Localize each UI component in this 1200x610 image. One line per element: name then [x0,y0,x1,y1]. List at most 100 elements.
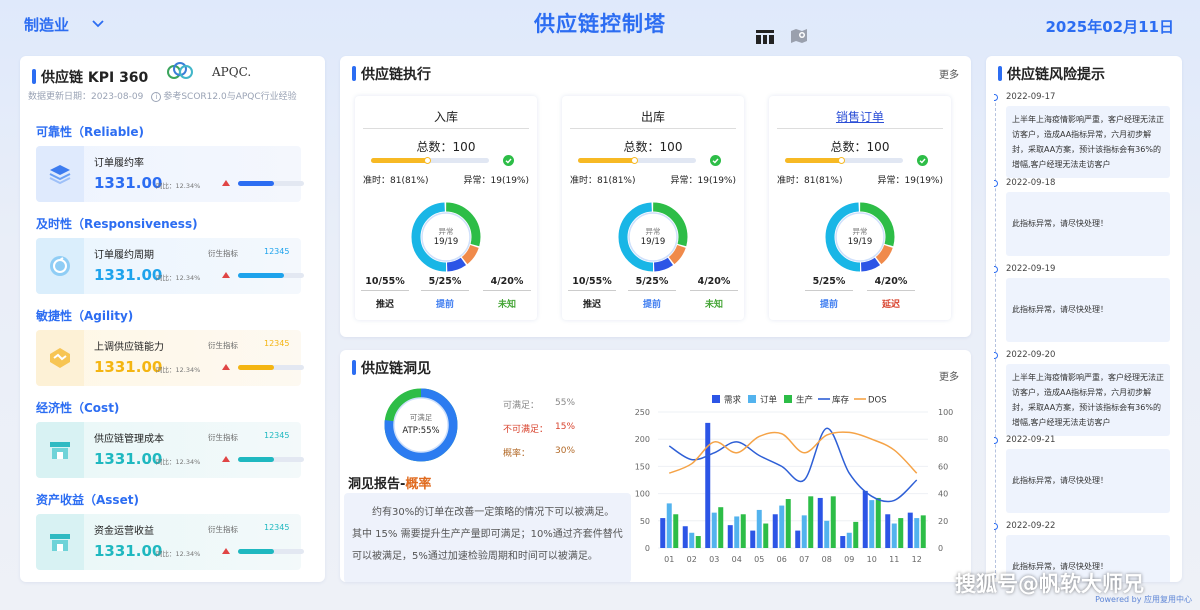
stat-value: 4/20% [697,276,731,287]
risk-message[interactable]: 此指标异常，请尽快处理！ [1006,278,1170,342]
atp-row-value: 15% [555,422,576,432]
kpi-progress-fill [238,457,275,462]
bar-需求 [840,536,846,548]
x-tick: 08 [822,555,832,564]
bar-生产 [673,514,679,548]
bar-需求 [682,526,688,548]
donut-hole [835,212,885,262]
insight-more-link[interactable]: 更多 [939,372,959,383]
current-date: 2025年02月11日 [1045,18,1175,36]
bar-需求 [772,514,778,548]
execution-card[interactable]: 出库 总数：100 准时：81(81%) 异常：19(19%) 异常 19/19 10/55… [562,96,744,320]
timeline-dot [994,352,998,359]
bar-订单 [779,505,785,548]
execution-stat[interactable]: 4/20% 未知 [477,276,537,310]
kpi-derived-value: 12345 [264,523,290,532]
execution-stat[interactable]: 10/55% 推迟 [355,276,415,310]
donut-center-value: 19/19 [848,237,873,247]
legend-label: 需求 [724,395,742,406]
bar-订单 [824,520,830,548]
page-title: 供应链控制塔 [534,12,666,36]
execution-stat[interactable]: 4/20% 未知 [684,276,744,310]
kpi-category-label: 资产收益（Asset) [36,493,139,507]
risk-timeline: 2022-09-17 上半年上海疫情影响严重，客户经理无法正访客户，造成AA指标异… [994,92,1172,582]
execution-more-link[interactable]: 更多 [939,70,959,81]
execution-stat[interactable]: 5/25% 提前 [622,276,682,310]
execution-stat[interactable]: 5/25% 提前 [799,276,859,310]
kpi-card[interactable]: 资金运营收益 1331.00 衍生指标 12345 同比：12.34% [36,514,304,570]
kpi-category-label: 可靠性（Reliable) [36,125,145,139]
execution-stats: 10/55% 推迟 5/25% 提前 4/20% 未知 [355,276,537,312]
risk-date: 2022-09-20 [1006,350,1056,360]
industry-selector[interactable]: 制造业 [24,14,104,35]
kpi-card[interactable]: 供应链管理成本 1331.00 衍生指标 12345 同比：12.34% [36,422,304,478]
x-tick: 11 [889,555,899,564]
ontime-count: 准时：81(81%) [570,176,636,186]
map-view-icon[interactable] [790,28,808,44]
store-icon [50,534,70,551]
bar-订单 [891,523,897,548]
donut-segment [618,202,688,272]
trend-up-icon [222,180,230,186]
risk-message[interactable]: 此指标异常，请尽快处理！ [1006,192,1170,256]
risk-message[interactable]: 此指标异常，请尽快处理！ [1006,449,1170,513]
risk-message[interactable]: 上半年上海疫情影响严重，客户经理无法正访客户，造成AA指标异常，六月初步解封，采… [1006,106,1170,178]
kpi-yoy: 同比：12.34% [156,274,201,282]
kpi-card[interactable]: 订单履约周期 1331.00 衍生指标 12345 同比：12.34% [36,238,304,294]
abnormal-count: 异常：19(19%) [670,176,736,186]
atp-donut-chart: 可满足 ATP:55% [384,388,458,462]
execution-card[interactable]: 销售订单 总数：100 准时：81(81%) 异常：19(19%) 异常 19/19 5/2… [769,96,951,320]
execution-stat[interactable]: 4/20% 延迟 [861,276,921,310]
kpi-panel: 供应链 KPI 360 APQC. 数据更新日期：2023-08-09 i 参考SC… [20,56,325,582]
atp-row-label: 可满足： [503,401,540,411]
risk-message[interactable]: 上半年上海疫情影响严重，客户经理无法正访客户，造成AA指标异常，六月初步解封，采… [1006,364,1170,436]
stat-label: 未知 [704,300,723,310]
execution-card[interactable]: 入库 总数：100 准时：81(81%) 异常：19(19%) 异常 19/19 10/55… [355,96,537,320]
kpi-progress-fill [238,273,285,278]
bar-需求 [795,530,801,548]
stat-label: 提前 [819,300,838,310]
handshake-icon [50,348,70,368]
bar-订单 [666,503,672,548]
ontime-progress-fill [785,158,843,163]
insight-panel: 供应链洞见 更多 可满足 ATP:55% 可满足： 55% 不可满足： 15% 概率： 3… [340,350,971,582]
update-date: 2023-08-09 [91,92,144,102]
timeline-dot [994,437,998,444]
progress-knob [424,157,432,164]
line-库存 [668,427,918,503]
execution-stat[interactable]: 10/55% 推迟 [562,276,622,310]
risk-message[interactable]: 此指标异常，请尽快处理！ [1006,535,1170,582]
stat-label: 提前 [435,300,454,310]
kpi-card[interactable]: 上调供应链能力 1331.00 衍生指标 12345 同比：12.34% [36,330,304,386]
kpi-card[interactable]: 订单履约率 1331.00 同比：12.34% [36,146,304,202]
stat-value: 5/25% [635,276,669,287]
execution-panel: 供应链执行 更多 入库 总数：100 准时：81(81%) 异常：19(19%) 异常 1… [340,56,971,337]
stat-label: 提前 [642,300,661,310]
bar-需求 [750,530,756,548]
bar-订单 [756,509,762,548]
timeline-dot [994,180,998,187]
report-title: 洞见报告-概率 [348,473,431,492]
execution-card-title[interactable]: 销售订单 [835,110,884,124]
table-view-icon[interactable] [756,30,774,44]
stat-value: 5/25% [428,276,462,287]
bar-生产 [808,496,814,548]
bar-需求 [660,518,666,548]
bar-生产 [785,499,791,548]
atp-row-label: 不可满足： [503,425,549,435]
donut-hole [628,212,678,262]
y-left-tick: 200 [635,435,650,444]
risk-panel-title: 供应链风险提示 [998,64,1105,84]
legend-label: 生产 [796,395,813,406]
bar-订单 [711,512,717,548]
stat-divider [483,290,531,291]
kpi-yoy: 同比：12.34% [156,366,201,374]
kpi-icon-box [36,330,84,386]
x-tick: 04 [732,555,742,564]
kpi-metric-value: 1331.00 [94,266,163,284]
stat-value: 10/55% [572,276,612,287]
execution-stat[interactable]: 5/25% 提前 [415,276,475,310]
bar-订单 [846,532,852,548]
stat-divider [805,290,853,291]
line-DOS [668,431,918,474]
